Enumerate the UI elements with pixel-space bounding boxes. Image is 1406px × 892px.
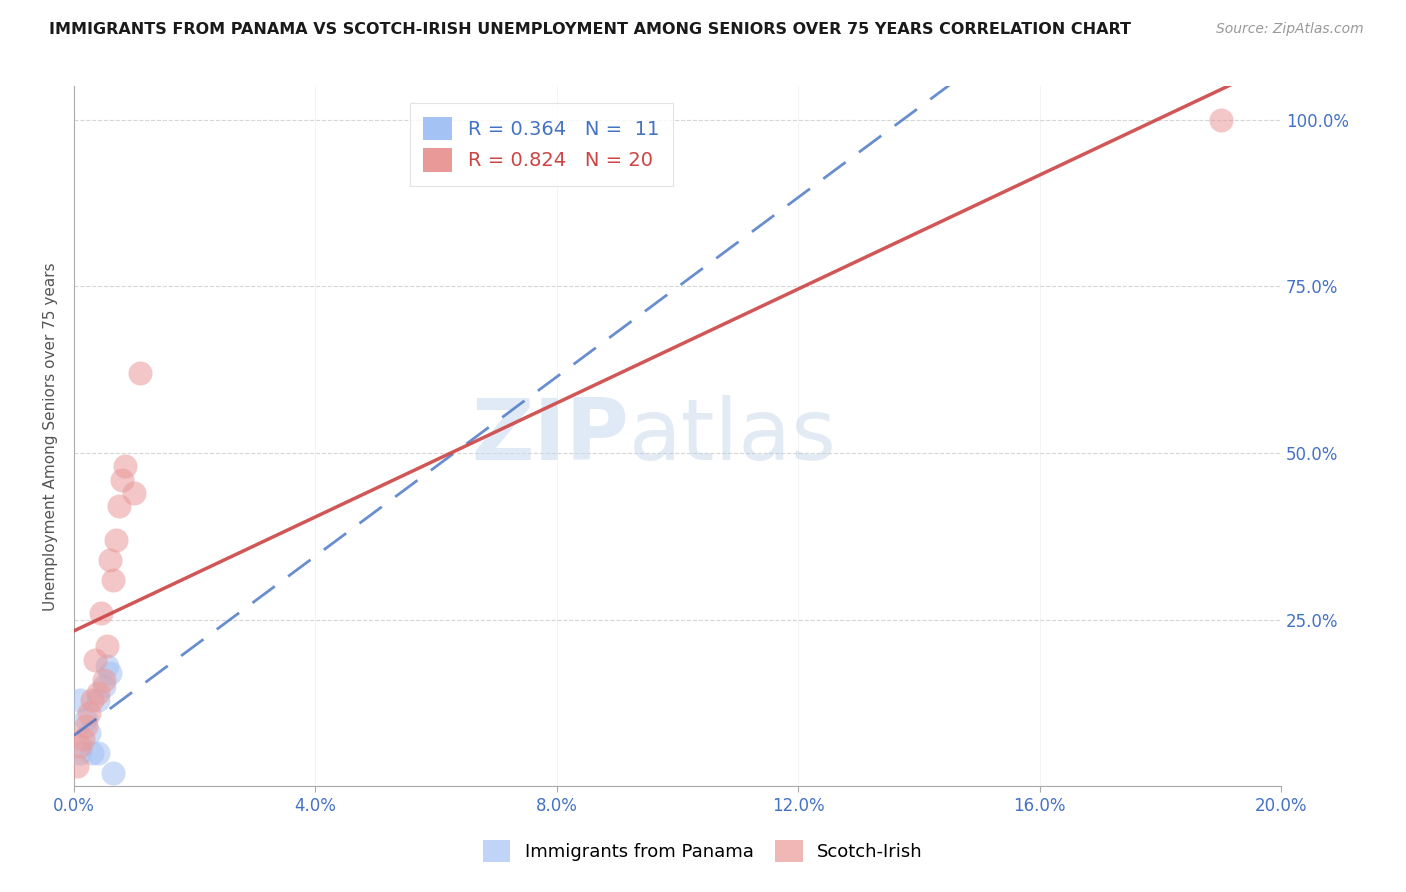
Point: [87, 686, 110, 700]
Point: [72, 732, 94, 747]
Text: ZIP: ZIP: [471, 395, 630, 478]
Point: [90, 606, 112, 620]
Point: [96, 659, 118, 673]
Point: [98, 665, 121, 680]
Point: [87, 746, 110, 760]
Point: [77, 726, 100, 740]
Point: [103, 573, 125, 587]
Point: [114, 459, 136, 474]
Point: [93, 673, 115, 687]
Point: [69, 692, 91, 706]
Point: [108, 500, 131, 514]
Text: atlas: atlas: [630, 395, 837, 478]
Point: [1209, 112, 1232, 127]
Point: [111, 473, 134, 487]
Legend: Immigrants from Panama, Scotch-Irish: Immigrants from Panama, Scotch-Irish: [477, 833, 929, 870]
Y-axis label: Unemployment Among Seniors over 75 years: Unemployment Among Seniors over 75 years: [44, 262, 58, 610]
Point: [103, 765, 125, 780]
Point: [77, 706, 100, 720]
Legend: R = 0.364   N =  11, R = 0.824   N = 20: R = 0.364 N = 11, R = 0.824 N = 20: [409, 103, 673, 186]
Point: [129, 366, 152, 380]
Text: Source: ZipAtlas.com: Source: ZipAtlas.com: [1216, 22, 1364, 37]
Point: [105, 533, 128, 547]
Point: [124, 486, 146, 500]
Point: [96, 639, 118, 653]
Point: [69, 746, 91, 760]
Point: [75, 719, 97, 733]
Point: [84, 652, 107, 666]
Point: [98, 552, 121, 566]
Point: [82, 692, 104, 706]
Point: [93, 679, 115, 693]
Text: IMMIGRANTS FROM PANAMA VS SCOTCH-IRISH UNEMPLOYMENT AMONG SENIORS OVER 75 YEARS : IMMIGRANTS FROM PANAMA VS SCOTCH-IRISH U…: [49, 22, 1132, 37]
Point: [66, 759, 89, 773]
Point: [75, 713, 97, 727]
Point: [69, 739, 91, 753]
Point: [87, 692, 110, 706]
Point: [82, 746, 104, 760]
